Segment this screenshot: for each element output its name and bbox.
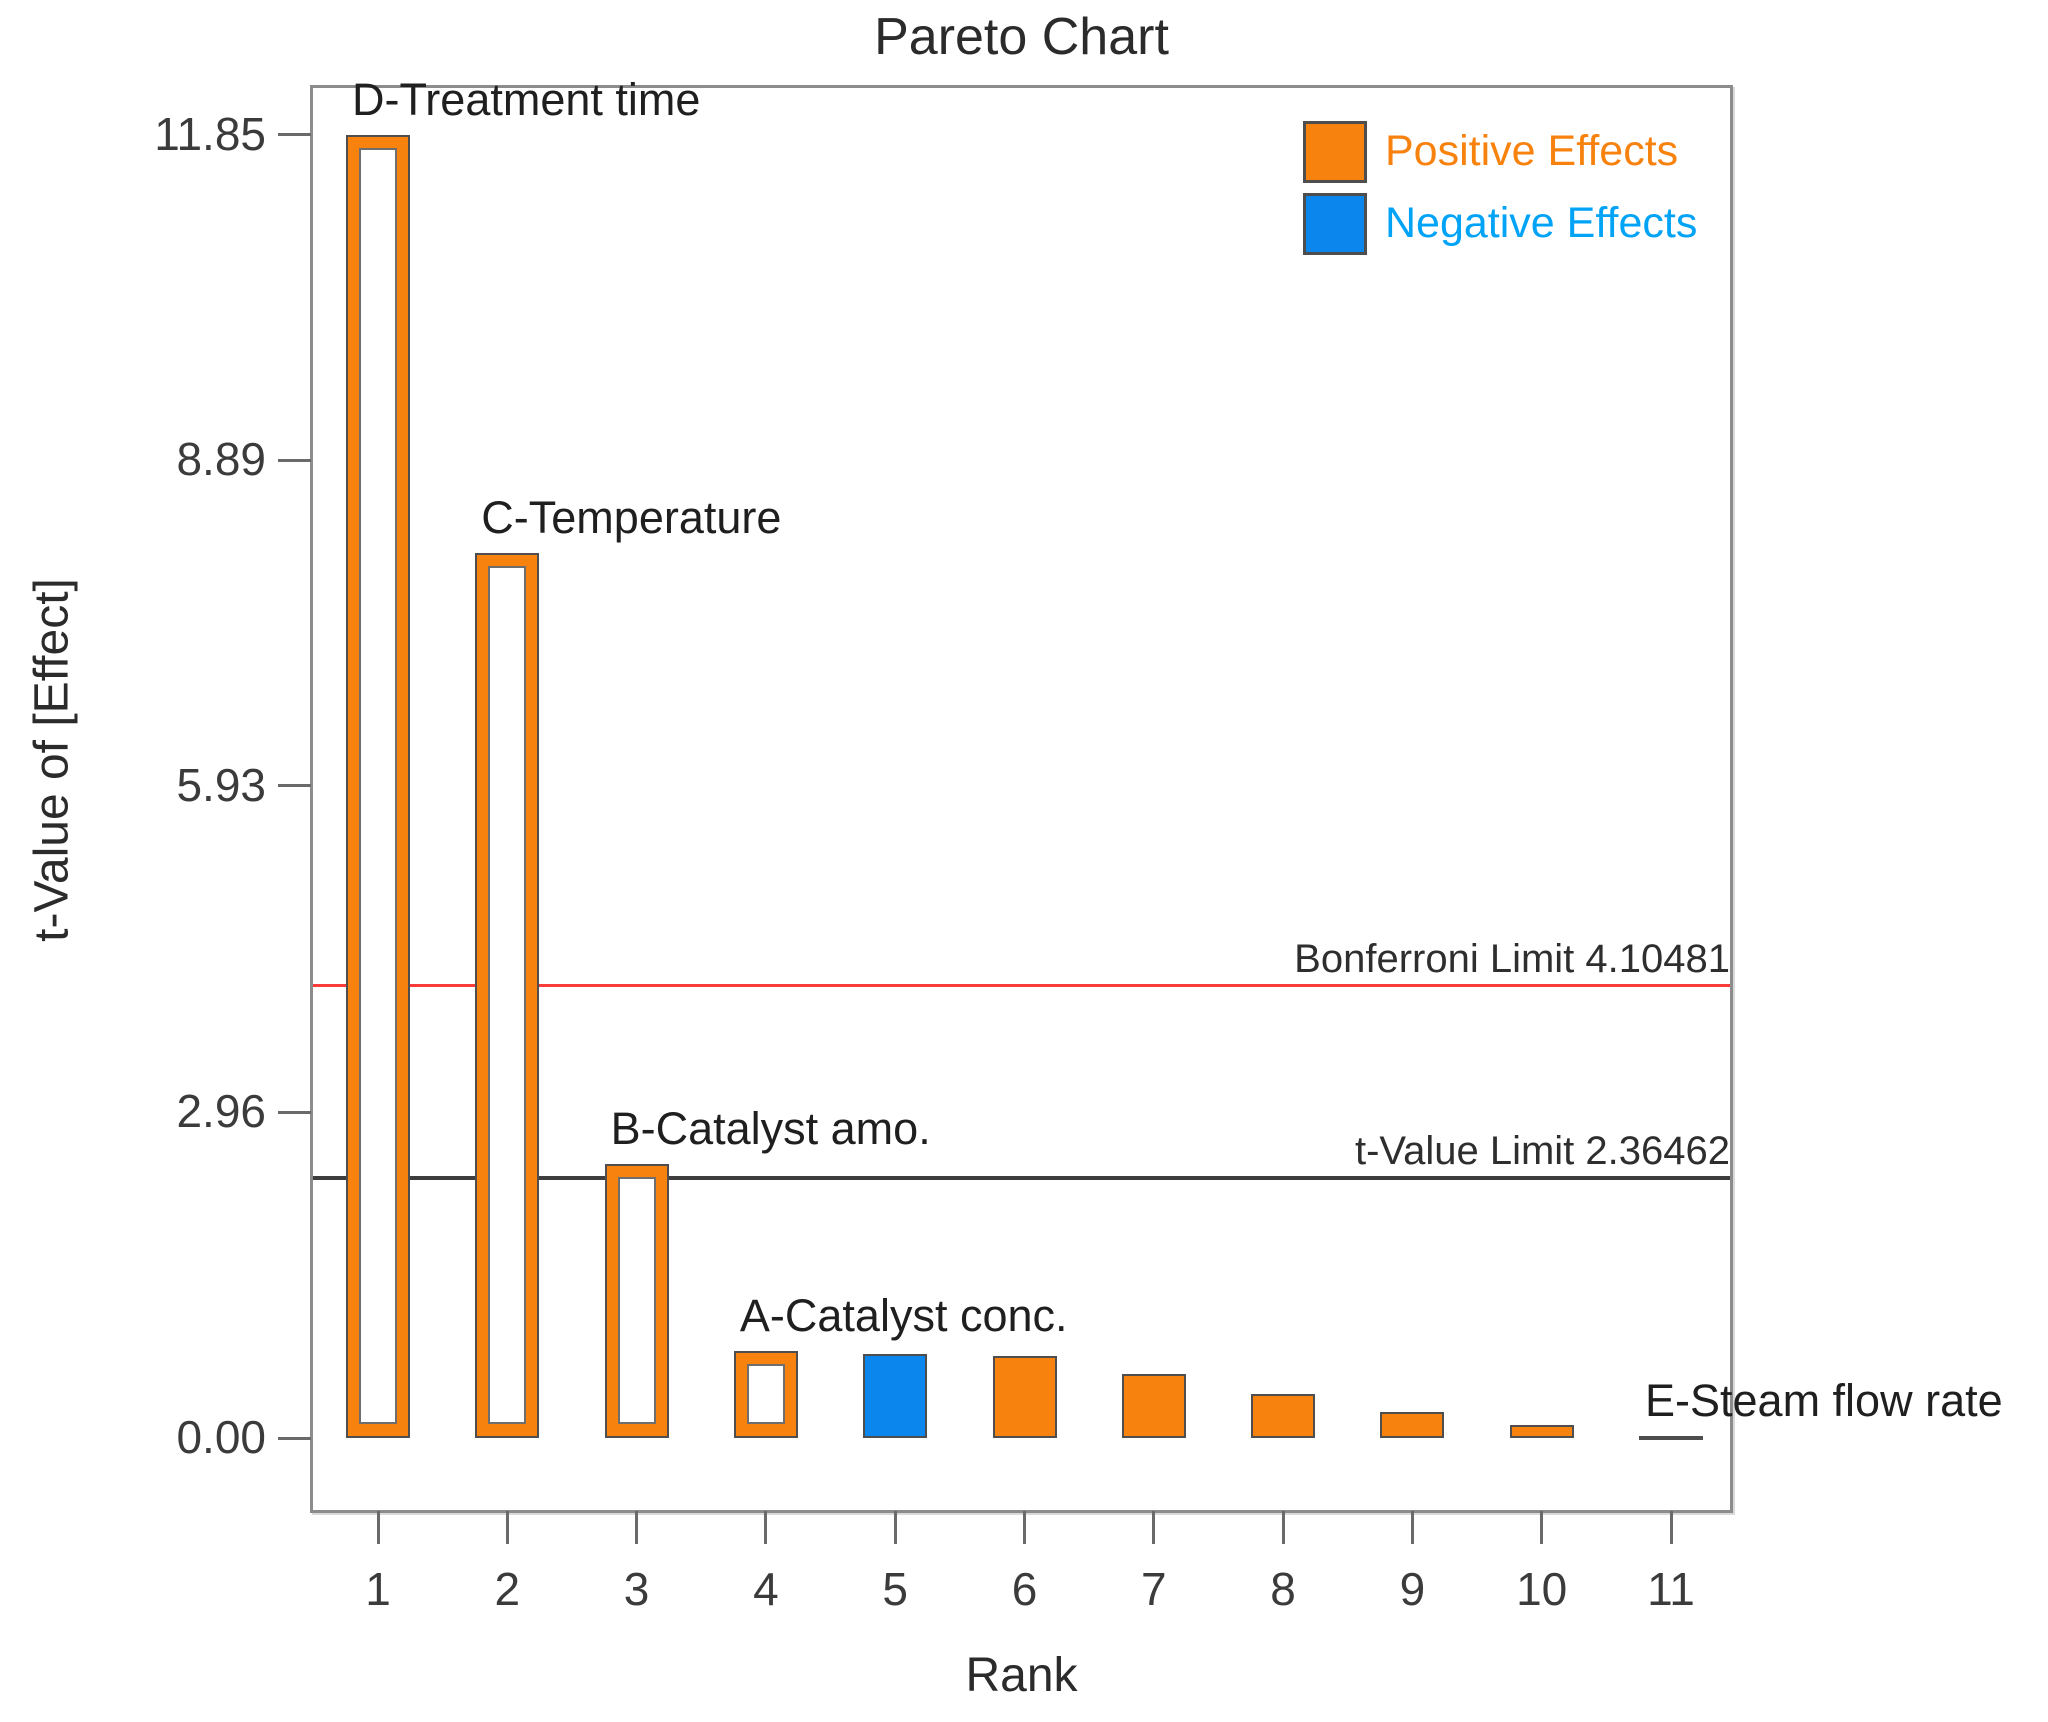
bonferroni-limit-label: Bonferroni Limit 4.10481 (1294, 937, 1730, 982)
bar-hollow-interior (617, 1177, 656, 1424)
bonferroni-limit-line (313, 984, 1730, 988)
chart-title: Pareto Chart (874, 8, 1169, 66)
y-tick-mark (278, 1110, 311, 1114)
x-tick-label: 6 (1011, 1563, 1038, 1615)
bar-rank-11 (1639, 1435, 1703, 1440)
positive-effects-swatch (1303, 121, 1367, 183)
x-tick-label: 7 (1141, 1563, 1167, 1615)
x-tick-label: 11 (1647, 1563, 1695, 1615)
t-value-limit-line (313, 1175, 1730, 1180)
bar-hollow-interior (359, 147, 397, 1424)
legend: Positive Effects Negative Effects (1303, 121, 1697, 265)
legend-item-negative: Negative Effects (1303, 193, 1697, 255)
legend-item-positive: Positive Effects (1303, 121, 1697, 183)
y-tick-mark (278, 458, 311, 462)
x-tick-label: 8 (1270, 1563, 1296, 1615)
bar-rank-2 (475, 552, 540, 1438)
x-tick-mark (1281, 1511, 1285, 1544)
bar-rank-7 (1121, 1374, 1186, 1438)
x-tick-mark (1669, 1511, 1673, 1544)
x-tick-mark (1410, 1511, 1414, 1544)
y-tick-mark (278, 133, 311, 136)
y-tick-label: 0.00 (176, 1411, 266, 1463)
bar-rank-8 (1251, 1394, 1316, 1438)
y-tick-mark (278, 1436, 311, 1440)
x-tick-label: 9 (1399, 1563, 1426, 1615)
bar-rank-10 (1509, 1424, 1574, 1438)
t-value-limit-label: t-Value Limit 2.36462 (1354, 1128, 1730, 1173)
plot-area (310, 85, 1733, 1513)
bar-label-rank-2: C-Temperature (481, 491, 782, 543)
negative-effects-swatch (1303, 193, 1367, 255)
y-tick-label: 2.96 (176, 1085, 266, 1138)
bar-hollow-interior (746, 1364, 785, 1424)
x-tick-mark (505, 1511, 509, 1544)
x-tick-mark (1023, 1511, 1026, 1544)
x-tick-label: 2 (494, 1563, 521, 1615)
y-axis-title: t-Value of [Effect] (25, 578, 79, 942)
bar-label-rank-4: A-Catalyst conc. (739, 1290, 1068, 1342)
bar-label-rank-11: E-Steam flow rate (1645, 1374, 2003, 1426)
bar-rank-1 (346, 134, 410, 1438)
x-tick-label: 5 (882, 1563, 908, 1615)
x-tick-mark (1152, 1511, 1156, 1544)
y-tick-label: 8.89 (176, 433, 266, 486)
x-tick-mark (893, 1511, 897, 1544)
x-axis-title: Rank (965, 1649, 1078, 1702)
x-tick-mark (376, 1511, 380, 1544)
bar-label-rank-3: B-Catalyst amo. (610, 1103, 931, 1155)
x-tick-mark (635, 1511, 639, 1544)
bar-rank-6 (992, 1355, 1057, 1438)
negative-effects-label: Negative Effects (1385, 199, 1698, 248)
x-tick-label: 3 (623, 1563, 650, 1615)
bar-rank-3 (604, 1164, 669, 1438)
bar-rank-5 (863, 1354, 928, 1438)
bar-rank-4 (733, 1351, 798, 1438)
x-tick-label: 4 (753, 1563, 779, 1615)
y-tick-label: 5.93 (176, 758, 266, 811)
y-tick-mark (278, 784, 311, 788)
x-tick-mark (1540, 1511, 1544, 1544)
positive-effects-label: Positive Effects (1385, 127, 1679, 176)
x-tick-label: 1 (365, 1563, 391, 1615)
y-tick-label: 11.85 (154, 107, 266, 160)
bar-label-rank-1: D-Treatment time (352, 73, 701, 125)
bar-hollow-interior (488, 565, 527, 1424)
bar-rank-9 (1380, 1411, 1445, 1438)
x-tick-mark (764, 1511, 768, 1544)
x-tick-label: 10 (1516, 1563, 1568, 1615)
